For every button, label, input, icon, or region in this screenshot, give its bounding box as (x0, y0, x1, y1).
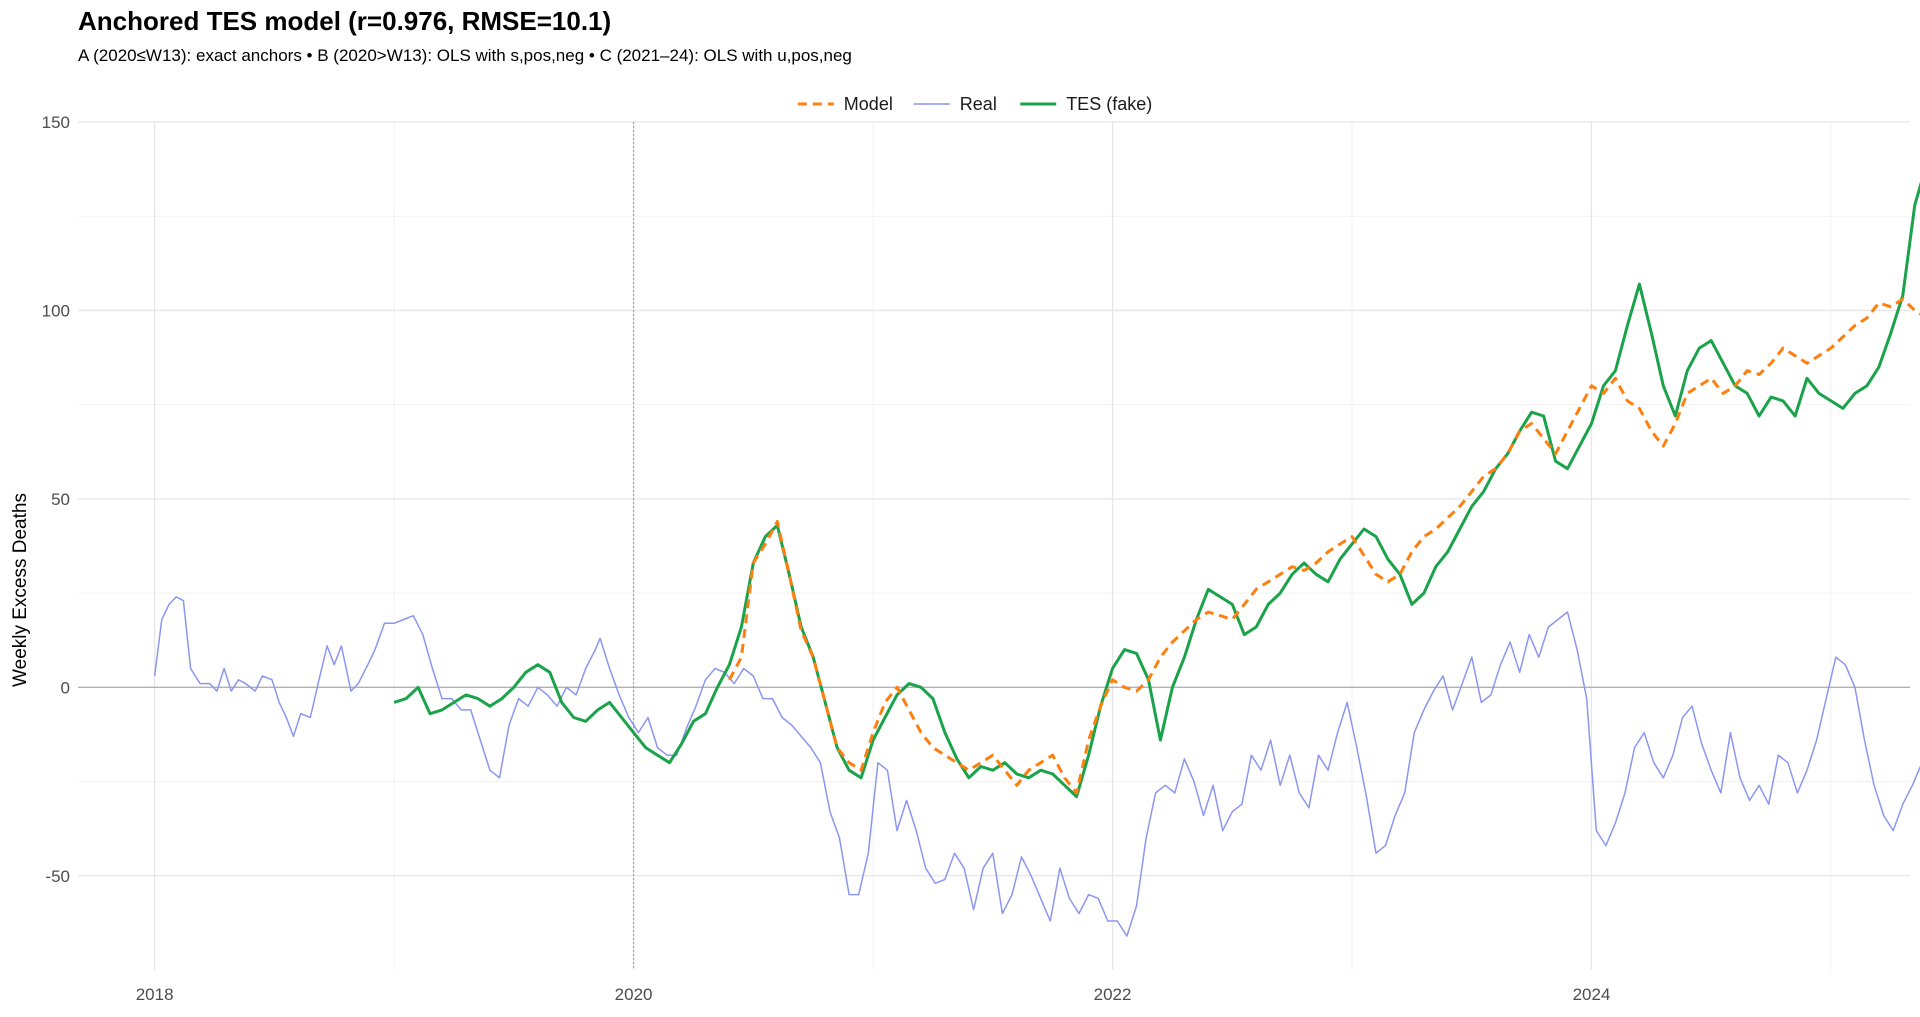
x-tick-label: 2018 (136, 985, 174, 1004)
x-tick-label: 2020 (615, 985, 653, 1004)
legend-label-real: Real (960, 94, 997, 114)
x-tick-label: 2024 (1573, 985, 1611, 1004)
chart-title: Anchored TES model (r=0.976, RMSE=10.1) (78, 6, 612, 36)
series-line-tes-fake (393, 181, 1920, 799)
series-line-model (728, 297, 1920, 795)
y-axis-title: Weekly Excess Deaths (10, 493, 31, 687)
y-tick-label: 100 (42, 301, 70, 320)
y-tick-label: 50 (51, 490, 70, 509)
y-tick-label: 150 (42, 113, 70, 132)
reference-layer (78, 122, 1910, 970)
chart-subtitle: A (2020≤W13): exact anchors • B (2020>W1… (78, 46, 852, 65)
series-layer (153, 181, 1920, 937)
grid-layer (78, 121, 1910, 970)
axis-layer: -50 0 50 100 150 2018 2020 2022 2024 (42, 113, 1611, 1004)
legend-label-tes-fake: TES (fake) (1066, 94, 1152, 114)
legend-label-model: Model (844, 94, 893, 114)
legend-layer: Model Real TES (fake) (797, 94, 1152, 114)
y-tick-label: -50 (45, 867, 70, 886)
series-line-real (153, 596, 1920, 937)
x-tick-label: 2022 (1094, 985, 1132, 1004)
y-tick-label: 0 (61, 678, 70, 697)
